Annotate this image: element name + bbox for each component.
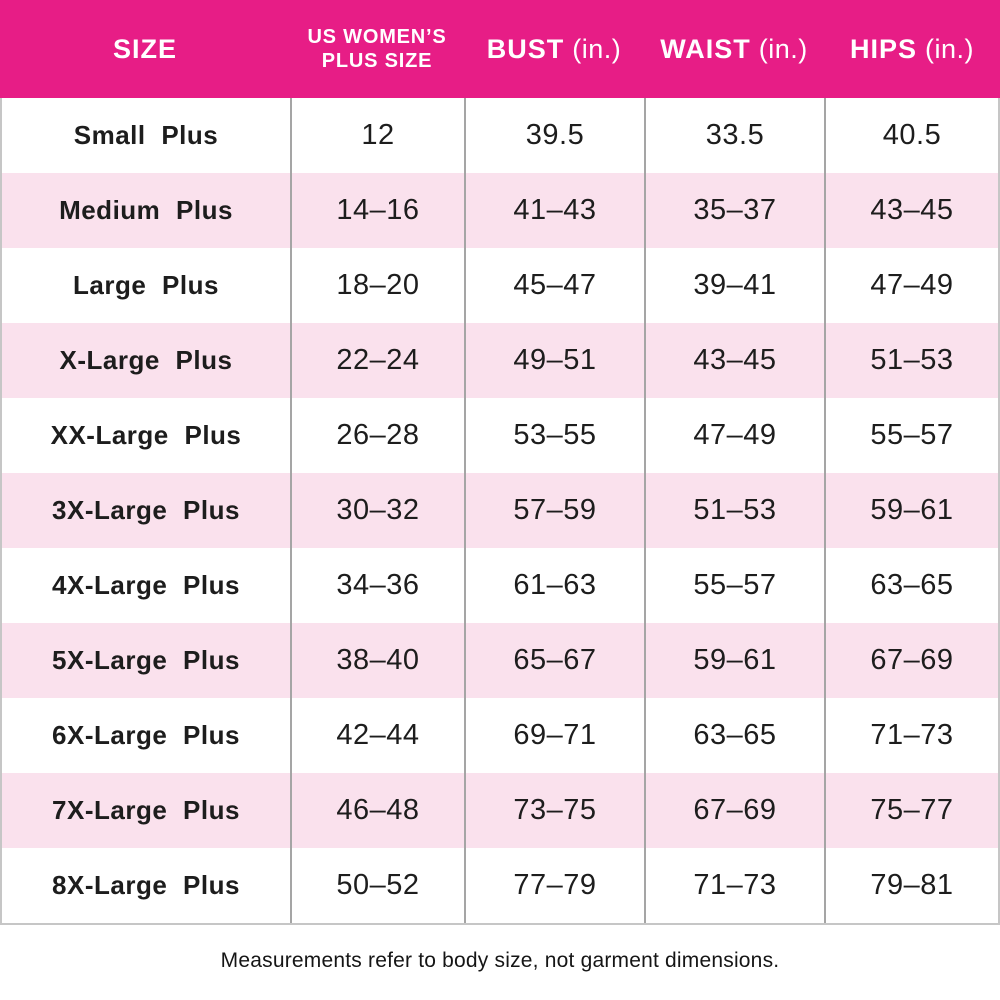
size-cell: 4X-Large Plus <box>52 570 240 600</box>
table-row: 5X-Large Plus 38–40 65–67 59–61 67–69 <box>2 623 998 698</box>
hips-header-label: HIPS <box>849 33 918 64</box>
table-row: Large Plus 18–20 45–47 39–41 47–49 <box>2 248 998 323</box>
bust-cell: 45–47 <box>464 248 644 323</box>
hips-cell: 67–69 <box>824 623 998 698</box>
us-plus-size-cell: 12 <box>290 98 464 173</box>
size-cell: XX-Large Plus <box>50 420 242 450</box>
waist-cell: 55–57 <box>644 548 824 623</box>
waist-cell: 67–69 <box>644 773 824 848</box>
hips-cell: 59–61 <box>824 473 998 548</box>
column-header-hips: HIPS (in.) <box>824 35 1000 63</box>
size-chart-table: SIZE US WOMEN’S PLUS SIZE BUST (in.) WAIS… <box>0 0 1000 925</box>
hips-cell: 79–81 <box>824 848 998 923</box>
bust-cell: 53–55 <box>464 398 644 473</box>
waist-cell: 63–65 <box>644 698 824 773</box>
size-header-label: SIZE <box>112 33 177 64</box>
column-header-size: SIZE <box>0 35 290 63</box>
table-row: 8X-Large Plus 50–52 77–79 71–73 79–81 <box>2 848 998 923</box>
size-cell: 8X-Large Plus <box>52 870 240 900</box>
bust-cell: 73–75 <box>464 773 644 848</box>
waist-cell: 43–45 <box>644 323 824 398</box>
us-plus-size-cell: 26–28 <box>290 398 464 473</box>
bust-cell: 65–67 <box>464 623 644 698</box>
hips-cell: 63–65 <box>824 548 998 623</box>
bust-cell: 61–63 <box>464 548 644 623</box>
column-header-waist: WAIST (in.) <box>644 35 824 63</box>
waist-cell: 33.5 <box>644 98 824 173</box>
bust-cell: 69–71 <box>464 698 644 773</box>
bust-header-unit: (in.) <box>572 33 622 64</box>
footnote: Measurements refer to body size, not gar… <box>220 949 780 972</box>
bust-cell: 77–79 <box>464 848 644 923</box>
size-cell: Medium Plus <box>59 195 233 225</box>
bust-cell: 41–43 <box>464 173 644 248</box>
hips-cell: 40.5 <box>824 98 998 173</box>
hips-cell: 71–73 <box>824 698 998 773</box>
column-header-us-plus-size: US WOMEN’S PLUS SIZE <box>290 25 464 73</box>
bust-header-label: BUST <box>486 33 565 64</box>
us-plus-size-cell: 30–32 <box>290 473 464 548</box>
waist-cell: 71–73 <box>644 848 824 923</box>
table-row: XX-Large Plus 26–28 53–55 47–49 55–57 <box>2 398 998 473</box>
table-row: 4X-Large Plus 34–36 61–63 55–57 63–65 <box>2 548 998 623</box>
bust-cell: 57–59 <box>464 473 644 548</box>
table-row: Medium Plus 14–16 41–43 35–37 43–45 <box>2 173 998 248</box>
waist-cell: 35–37 <box>644 173 824 248</box>
us-plus-size-cell: 50–52 <box>290 848 464 923</box>
size-cell: Large Plus <box>73 270 219 300</box>
hips-cell: 75–77 <box>824 773 998 848</box>
us-plus-size-cell: 42–44 <box>290 698 464 773</box>
table-row: 3X-Large Plus 30–32 57–59 51–53 59–61 <box>2 473 998 548</box>
waist-header-label: WAIST <box>660 33 751 64</box>
us-plus-size-cell: 14–16 <box>290 173 464 248</box>
size-cell: Small Plus <box>73 120 219 150</box>
us-plus-size-cell: 46–48 <box>290 773 464 848</box>
size-cell: X-Large Plus <box>59 345 233 375</box>
size-cell: 7X-Large Plus <box>52 795 240 825</box>
table-row: X-Large Plus 22–24 49–51 43–45 51–53 <box>2 323 998 398</box>
hips-cell: 43–45 <box>824 173 998 248</box>
waist-header-unit: (in.) <box>758 33 808 64</box>
us-plus-size-cell: 22–24 <box>290 323 464 398</box>
size-cell: 6X-Large Plus <box>52 720 240 750</box>
table-header-row: SIZE US WOMEN’S PLUS SIZE BUST (in.) WAIS… <box>0 0 1000 98</box>
us-plus-size-cell: 18–20 <box>290 248 464 323</box>
column-header-bust: BUST (in.) <box>464 35 644 63</box>
waist-cell: 47–49 <box>644 398 824 473</box>
hips-cell: 55–57 <box>824 398 998 473</box>
waist-cell: 51–53 <box>644 473 824 548</box>
hips-header-unit: (in.) <box>925 33 975 64</box>
bust-cell: 49–51 <box>464 323 644 398</box>
table-row: 7X-Large Plus 46–48 73–75 67–69 75–77 <box>2 773 998 848</box>
hips-cell: 47–49 <box>824 248 998 323</box>
waist-cell: 39–41 <box>644 248 824 323</box>
hips-cell: 51–53 <box>824 323 998 398</box>
us-plus-size-cell: 38–40 <box>290 623 464 698</box>
bust-cell: 39.5 <box>464 98 644 173</box>
table-row: Small Plus 12 39.5 33.5 40.5 <box>2 98 998 173</box>
table-row: 6X-Large Plus 42–44 69–71 63–65 71–73 <box>2 698 998 773</box>
us-plus-header-line2: PLUS SIZE <box>321 50 433 72</box>
table-body: Small Plus 12 39.5 33.5 40.5 Medium Plus… <box>0 98 1000 925</box>
us-plus-size-cell: 34–36 <box>290 548 464 623</box>
waist-cell: 59–61 <box>644 623 824 698</box>
us-plus-header-line1: US WOMEN’S <box>307 26 447 48</box>
size-cell: 3X-Large Plus <box>52 495 240 525</box>
size-cell: 5X-Large Plus <box>52 645 240 675</box>
